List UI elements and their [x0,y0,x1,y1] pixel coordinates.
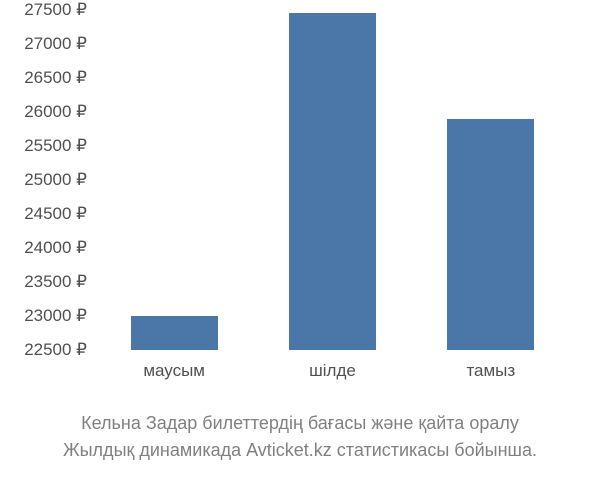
bar [447,119,534,350]
y-axis-label: 25000 ₽ [24,170,87,190]
y-axis-label: 24000 ₽ [24,238,87,258]
x-axis: маусым шілде тамыз [95,355,570,385]
caption-line-1: Кельна Задар билеттердің бағасы және қай… [20,410,580,437]
y-axis-label: 23000 ₽ [24,306,87,326]
plot-area [95,10,570,350]
y-axis-label: 22500 ₽ [24,340,87,360]
y-axis-label: 27500 ₽ [24,0,87,20]
x-axis-label: шілде [309,361,356,381]
bar [289,13,376,350]
y-axis-label: 25500 ₽ [24,136,87,156]
x-axis-label: тамыз [466,361,515,381]
x-axis-label: маусым [143,361,205,381]
y-axis-label: 26000 ₽ [24,102,87,122]
y-axis: 27500 ₽27000 ₽26500 ₽26000 ₽25500 ₽25000… [0,10,95,350]
y-axis-label: 23500 ₽ [24,272,87,292]
bar [131,316,218,350]
chart-caption: Кельна Задар билеттердің бағасы және қай… [0,400,600,474]
caption-line-2: Жылдық динамикада Avticket.kz статистика… [20,437,580,464]
y-axis-label: 27000 ₽ [24,34,87,54]
y-axis-label: 26500 ₽ [24,68,87,88]
y-axis-label: 24500 ₽ [24,204,87,224]
price-chart: 27500 ₽ 27000 ₽ 26500 ₽ 26000 ₽ 25500 ₽ 25000… [0,0,600,400]
